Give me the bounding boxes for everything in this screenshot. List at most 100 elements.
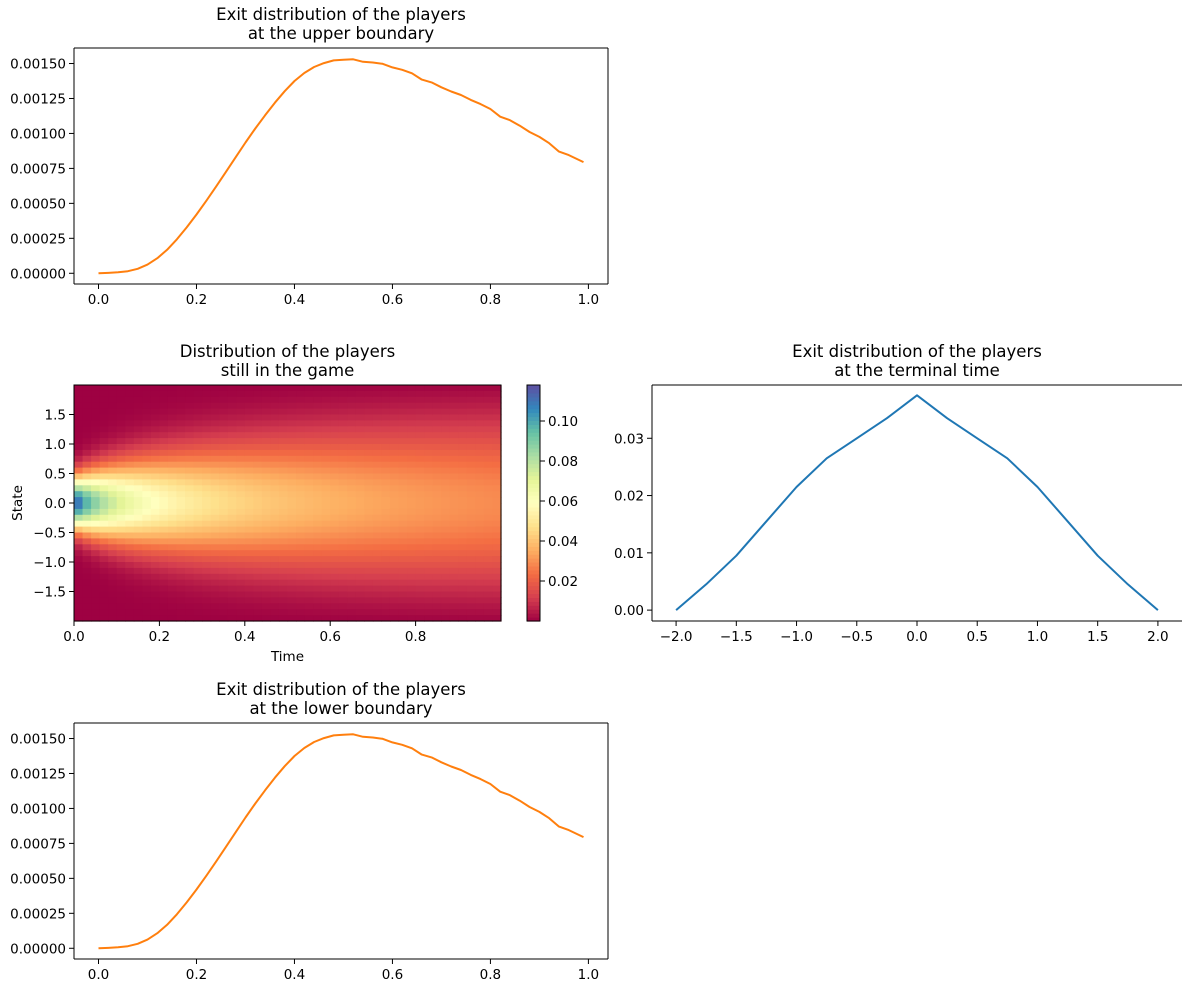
- heatmap-cell: [261, 449, 272, 457]
- heatmap-cell: [415, 485, 425, 492]
- heatmap-cell: [167, 562, 178, 569]
- heatmap-cell: [475, 461, 485, 469]
- heatmap-cell: [458, 449, 468, 457]
- heatmap-cell: [407, 556, 417, 563]
- heatmap-cell: [227, 497, 237, 504]
- heatmap-cell: [125, 455, 135, 463]
- heatmap-cell: [407, 526, 417, 534]
- heatmap-cell: [74, 526, 84, 534]
- y-axis-label: State: [10, 485, 26, 521]
- heatmap-cell: [449, 385, 459, 392]
- heatmap-frame: [73, 384, 502, 622]
- heatmap-cell: [407, 544, 417, 551]
- heatmap-cell: [82, 426, 92, 433]
- heatmap-cell: [133, 591, 143, 598]
- heatmap-cell: [338, 497, 348, 504]
- heatmap-cell: [449, 396, 459, 404]
- heatmap-cell: [381, 485, 391, 492]
- colorbar-segment: [527, 388, 540, 394]
- heatmap-cell: [389, 390, 400, 398]
- heatmap-cell: [185, 438, 195, 445]
- heatmap-cell: [278, 426, 289, 433]
- heatmap-cell: [210, 426, 220, 433]
- heatmap-cell: [330, 402, 340, 410]
- heatmap-cell: [492, 508, 502, 516]
- heatmap-cell: [321, 508, 331, 516]
- heatmap-cell: [99, 573, 109, 581]
- heatmap-cell: [82, 573, 92, 581]
- heatmap-cell: [99, 385, 109, 392]
- heatmap-cell: [74, 556, 84, 563]
- heatmap-cell: [296, 455, 306, 463]
- heatmap-cell: [424, 609, 434, 616]
- heatmap-cell: [210, 444, 220, 451]
- heatmap-cell: [449, 562, 459, 569]
- heatmap-cell: [321, 520, 331, 528]
- heatmap-cell: [116, 562, 126, 569]
- heatmap-cell: [441, 615, 451, 622]
- heatmap-cell: [432, 455, 442, 463]
- heatmap-cell: [159, 508, 169, 516]
- heatmap-cell: [389, 532, 400, 539]
- heatmap-cell: [74, 426, 84, 433]
- heatmap-cell: [287, 544, 297, 551]
- heatmap-cell: [278, 615, 289, 622]
- heatmap-cell: [108, 385, 118, 392]
- heatmap-cell: [74, 567, 84, 575]
- heatmap-cell: [261, 591, 272, 598]
- heatmap-cell: [296, 550, 306, 557]
- heatmap-cell: [133, 390, 143, 398]
- heatmap-cell: [449, 479, 459, 486]
- heatmap-cell: [227, 603, 237, 610]
- heatmap-cell: [261, 438, 272, 445]
- heatmap-cell: [432, 562, 442, 569]
- heatmap-cell: [82, 508, 92, 516]
- heatmap-cell: [74, 396, 84, 404]
- heatmap-cell: [347, 449, 357, 457]
- heatmap-cell: [176, 402, 186, 410]
- heatmap-cell: [415, 520, 425, 528]
- heatmap-cell: [449, 585, 459, 593]
- heatmap-cell: [142, 408, 152, 416]
- heatmap-cell: [91, 390, 101, 398]
- heatmap-cell: [227, 562, 237, 569]
- heatmap-cell: [287, 444, 297, 451]
- heatmap-cell: [381, 426, 391, 433]
- heatmap-cell: [142, 491, 152, 498]
- heatmap-cell: [236, 585, 246, 593]
- heatmap-cell: [253, 550, 263, 557]
- heatmap-cell: [330, 585, 340, 593]
- heatmap-cell: [466, 467, 476, 475]
- x-tick-label: 0.6: [382, 292, 403, 308]
- heatmap-cell: [398, 609, 408, 616]
- heatmap-cell: [150, 408, 160, 416]
- heatmap-cell: [372, 390, 383, 398]
- heatmap-cell: [278, 508, 289, 516]
- heatmap-cell: [338, 444, 348, 451]
- x-tick-label: 0.6: [319, 629, 340, 645]
- heatmap-cell: [133, 573, 143, 581]
- heatmap-cell: [125, 396, 135, 404]
- heatmap-cell: [270, 461, 280, 469]
- heatmap-cell: [210, 438, 220, 445]
- heatmap-cell: [150, 385, 160, 392]
- heatmap-cell: [253, 503, 263, 510]
- heatmap-cell: [347, 408, 357, 416]
- heatmap-cell: [483, 508, 494, 516]
- colorbar-tick-label: 0.04: [548, 534, 578, 550]
- heatmap-cell: [116, 385, 126, 392]
- heatmap-cell: [381, 514, 391, 522]
- heatmap-cell: [244, 444, 254, 451]
- heatmap-cell: [176, 591, 186, 598]
- heatmap-cell: [475, 491, 485, 498]
- heatmap-cell: [407, 408, 417, 416]
- heatmap-cell: [244, 503, 254, 510]
- heatmap-cell: [441, 603, 451, 610]
- heatmap-cell: [125, 562, 135, 569]
- heatmap-cell: [441, 390, 451, 398]
- heatmap-cell: [99, 538, 109, 545]
- heatmap-cell: [210, 573, 220, 581]
- heatmap-cell: [415, 408, 425, 416]
- heatmap-cell: [355, 556, 365, 563]
- heatmap-cell: [202, 402, 212, 410]
